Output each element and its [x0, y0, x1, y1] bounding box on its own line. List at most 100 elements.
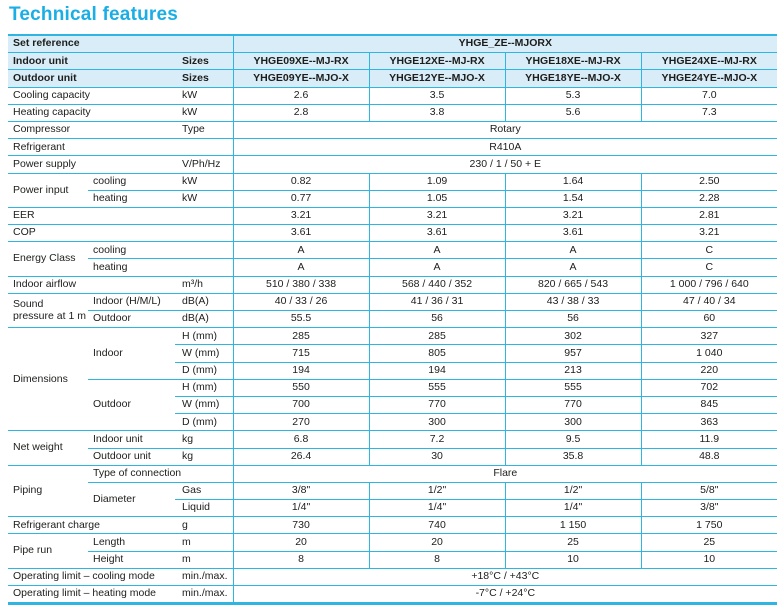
row-sublabel: Outdoor: [88, 309, 175, 328]
value-cell: 20: [232, 533, 370, 552]
value-cell: 730: [232, 516, 370, 534]
row-label: Piping: [8, 464, 88, 517]
value-cell: 1/2": [504, 481, 642, 500]
model-name: YHGE09XE--MJ-RX: [232, 52, 370, 70]
value-cell: 10: [504, 550, 642, 569]
value-cell: A: [504, 241, 642, 259]
value-cell: 302: [504, 327, 642, 345]
value-cell: 285: [232, 327, 370, 345]
row-sublabel: heating: [88, 258, 175, 277]
value-cell: 25: [504, 533, 642, 552]
value-cell: 1/4": [368, 499, 506, 517]
unit-cell: kW: [175, 86, 234, 105]
unit-cell: Type: [175, 120, 234, 139]
value-cell: A: [504, 258, 642, 277]
empty-cell: [175, 241, 234, 259]
row-label: EER: [8, 206, 175, 225]
model-name: YHGE24XE--MJ-RX: [640, 52, 778, 70]
value-cell: 3.21: [232, 206, 370, 225]
value-cell: 10: [640, 550, 778, 569]
value-cell: 6.8: [232, 430, 370, 448]
value-cell: 7.0: [640, 86, 778, 105]
row-sublabel: Indoor (H/M/L): [88, 292, 175, 311]
row-label: Dimensions: [8, 327, 88, 431]
value-cell: 327: [640, 327, 778, 345]
table-row: Sound pressure at 1 m Indoor (H/M/L) dB(A)…: [8, 292, 778, 328]
spanned-value-cell: R410A: [232, 138, 778, 156]
value-cell: 1/4": [504, 499, 642, 517]
value-cell: 1 750: [640, 516, 778, 534]
value-cell: C: [640, 241, 778, 259]
spec-table-body: Set reference YHGE_ZE--MJORX Indoor unit Si…: [8, 34, 778, 604]
row-label: Net weight: [8, 430, 88, 466]
table-row: Energy Class cooling A A A C: [8, 241, 778, 277]
value-cell: 8: [232, 550, 370, 569]
value-cell: 7.2: [368, 430, 506, 448]
value-cell: 740: [368, 516, 506, 534]
row-label: Operating limit – cooling mode: [8, 567, 175, 586]
value-cell: 5.3: [504, 86, 642, 105]
row-sublabel: Height: [88, 550, 175, 569]
value-cell: 550: [232, 378, 370, 397]
unit-cell: kg: [175, 430, 234, 448]
empty-cell: [175, 138, 234, 156]
value-cell: 285: [368, 327, 506, 345]
table-row: Heating capacity kW 2.8 3.8 5.6 7.3: [8, 103, 778, 122]
row-sublabel: Indoor: [88, 327, 175, 380]
table-row: Refrigerant R410A: [8, 138, 778, 156]
unit-cell: m³/h: [175, 275, 234, 294]
unit-cell: W (mm): [175, 395, 234, 414]
unit-cell: Gas: [175, 481, 234, 500]
value-cell: 5/8": [640, 481, 778, 500]
spanned-value-cell: -7°C / +24°C: [232, 584, 778, 604]
value-cell: 3.61: [368, 224, 506, 242]
table-row: Height m 8 8 10 10: [8, 550, 778, 569]
unit-cell: dB(A): [175, 292, 234, 311]
value-cell: 2.6: [232, 86, 370, 105]
value-cell: 1 040: [640, 344, 778, 363]
value-cell: 41 / 36 / 31: [368, 292, 506, 311]
table-row: Power supply V/Ph/Hz 230 / 1 / 50 + E: [8, 155, 778, 173]
value-cell: 56: [504, 309, 642, 328]
value-cell: 3.21: [504, 206, 642, 225]
value-cell: 300: [368, 413, 506, 431]
value-cell: 1 000 / 796 / 640: [640, 275, 778, 294]
row-label: Operating limit – heating mode: [8, 584, 175, 604]
value-cell: 8: [368, 550, 506, 569]
table-row: Operating limit – heating mode min./max. -…: [8, 584, 778, 604]
table-row: EER 3.21 3.21 3.21 2.81: [8, 206, 778, 225]
row-sublabel: cooling: [88, 172, 175, 191]
value-cell: 715: [232, 344, 370, 363]
value-cell: 1.64: [504, 172, 642, 191]
value-cell: 1.05: [368, 189, 506, 208]
table-row: Pipe run Length m 20 20 25 25: [8, 533, 778, 569]
value-cell: 568 / 440 / 352: [368, 275, 506, 294]
value-cell: 11.9: [640, 430, 778, 448]
value-cell: C: [640, 258, 778, 277]
row-sublabel: Diameter: [88, 481, 175, 517]
table-row: Set reference YHGE_ZE--MJORX: [8, 34, 778, 53]
unit-cell: Sizes: [175, 69, 234, 88]
row-label: Compressor: [8, 120, 175, 139]
table-row: D (mm) 194 194 213 220: [8, 361, 778, 380]
table-row: Dimensions Indoor H (mm) 285 285 302 327: [8, 327, 778, 431]
value-cell: 555: [504, 378, 642, 397]
unit-cell: kg: [175, 447, 234, 466]
row-label: Energy Class: [8, 241, 88, 277]
value-cell: A: [368, 241, 506, 259]
value-cell: 3.5: [368, 86, 506, 105]
table-row: Indoor unit Sizes YHGE09XE--MJ-RX YHGE12XE-…: [8, 52, 778, 70]
value-cell: 3.61: [504, 224, 642, 242]
table-row: Indoor airflow m³/h 510 / 380 / 338 568 / 4…: [8, 275, 778, 294]
table-row: Net weight Indoor unit kg 6.8 7.2 9.5 11.9: [8, 430, 778, 466]
model-name: YHGE09YE--MJO-X: [232, 69, 370, 88]
row-sublabel: Outdoor: [88, 378, 175, 431]
value-cell: 770: [504, 395, 642, 414]
value-cell: 702: [640, 378, 778, 397]
value-cell: 3.21: [368, 206, 506, 225]
unit-cell: m: [175, 533, 234, 552]
table-row: Compressor Type Rotary: [8, 120, 778, 139]
value-cell: 25: [640, 533, 778, 552]
value-cell: 1/2": [368, 481, 506, 500]
